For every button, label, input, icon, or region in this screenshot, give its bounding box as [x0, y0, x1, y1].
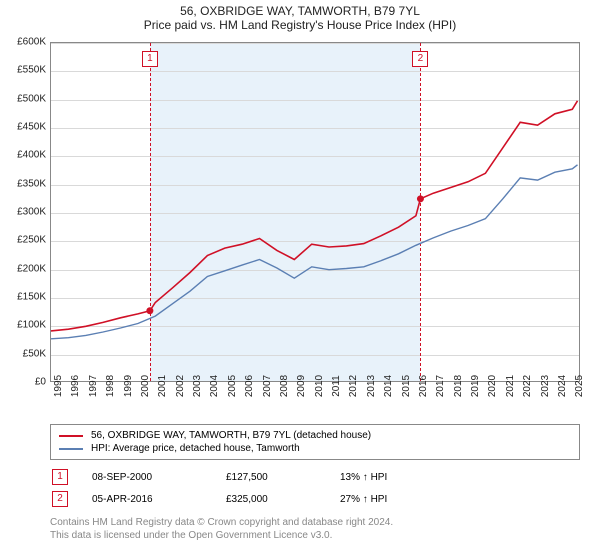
legend-box: 56, OXBRIDGE WAY, TAMWORTH, B79 7YL (det…	[50, 424, 580, 460]
chart-subtitle: Price paid vs. HM Land Registry's House …	[0, 18, 600, 38]
sale-row: 1 08-SEP-2000 £127,500 13% ↑ HPI	[50, 466, 580, 488]
y-tick-label: £50K	[23, 348, 46, 359]
x-tick-label: 2018	[453, 375, 464, 397]
x-tick-label: 2000	[140, 375, 151, 397]
x-tick-label: 2011	[331, 375, 342, 397]
x-tick-label: 2021	[505, 375, 516, 397]
sale-marker-badge: 1	[52, 469, 68, 485]
sale-price: £325,000	[226, 494, 316, 505]
y-tick-label: £400K	[17, 150, 46, 161]
x-tick-label: 2007	[262, 375, 273, 397]
sale-row: 2 05-APR-2016 £325,000 27% ↑ HPI	[50, 488, 580, 510]
legend-label: HPI: Average price, detached house, Tamw…	[91, 443, 300, 454]
legend-item: 56, OXBRIDGE WAY, TAMWORTH, B79 7YL (det…	[59, 429, 571, 442]
y-tick-label: £150K	[17, 292, 46, 303]
series-line	[51, 165, 578, 339]
x-tick-label: 1998	[105, 375, 116, 397]
x-tick-label: 2024	[557, 375, 568, 397]
footer-attribution: Contains HM Land Registry data © Crown c…	[50, 516, 580, 542]
plot-region: 12	[50, 42, 580, 382]
sale-price: £127,500	[226, 472, 316, 483]
sale-pct: 27% ↑ HPI	[340, 494, 430, 505]
x-tick-label: 2015	[401, 375, 412, 397]
sale-pct: 13% ↑ HPI	[340, 472, 430, 483]
y-tick-label: £0	[35, 377, 46, 388]
y-tick-label: £450K	[17, 122, 46, 133]
footer-line: Contains HM Land Registry data © Crown c…	[50, 516, 580, 529]
x-tick-label: 2005	[227, 375, 238, 397]
footer-line: This data is licensed under the Open Gov…	[50, 529, 580, 542]
chart-title: 56, OXBRIDGE WAY, TAMWORTH, B79 7YL	[0, 0, 600, 18]
x-tick-label: 2016	[418, 375, 429, 397]
x-tick-label: 2023	[540, 375, 551, 397]
x-tick-label: 1996	[70, 375, 81, 397]
sale-point-dot	[417, 195, 424, 202]
x-tick-label: 2002	[175, 375, 186, 397]
sale-point-dot	[146, 307, 153, 314]
x-tick-label: 2019	[470, 375, 481, 397]
sale-marker-badge: 2	[52, 491, 68, 507]
legend-swatch	[59, 435, 83, 437]
chart-container: 56, OXBRIDGE WAY, TAMWORTH, B79 7YL Pric…	[0, 0, 600, 560]
line-svg	[51, 43, 581, 383]
sale-date: 05-APR-2016	[92, 494, 202, 505]
x-tick-label: 2001	[157, 375, 168, 397]
x-tick-label: 2013	[366, 375, 377, 397]
x-tick-label: 2009	[296, 375, 307, 397]
x-tick-label: 2010	[314, 375, 325, 397]
x-tick-label: 2003	[192, 375, 203, 397]
x-tick-label: 2006	[244, 375, 255, 397]
x-tick-label: 1995	[53, 375, 64, 397]
y-tick-label: £200K	[17, 263, 46, 274]
legend-item: HPI: Average price, detached house, Tamw…	[59, 442, 571, 455]
y-tick-label: £100K	[17, 320, 46, 331]
y-tick-label: £350K	[17, 178, 46, 189]
x-tick-label: 2025	[574, 375, 585, 397]
x-tick-label: 1997	[88, 375, 99, 397]
x-tick-label: 2014	[383, 375, 394, 397]
y-tick-label: £600K	[17, 37, 46, 48]
x-tick-label: 2012	[348, 375, 359, 397]
x-tick-label: 2020	[487, 375, 498, 397]
y-tick-label: £550K	[17, 65, 46, 76]
legend-label: 56, OXBRIDGE WAY, TAMWORTH, B79 7YL (det…	[91, 430, 371, 441]
x-tick-label: 2017	[435, 375, 446, 397]
sales-table: 1 08-SEP-2000 £127,500 13% ↑ HPI 2 05-AP…	[50, 466, 580, 510]
y-tick-label: £500K	[17, 93, 46, 104]
legend-swatch	[59, 448, 83, 450]
series-line	[51, 101, 578, 331]
x-tick-label: 1999	[123, 375, 134, 397]
x-tick-label: 2008	[279, 375, 290, 397]
y-tick-label: £300K	[17, 207, 46, 218]
chart-area: 12 £0£50K£100K£150K£200K£250K£300K£350K£…	[50, 42, 580, 382]
x-tick-label: 2004	[209, 375, 220, 397]
y-tick-label: £250K	[17, 235, 46, 246]
x-tick-label: 2022	[522, 375, 533, 397]
sale-date: 08-SEP-2000	[92, 472, 202, 483]
